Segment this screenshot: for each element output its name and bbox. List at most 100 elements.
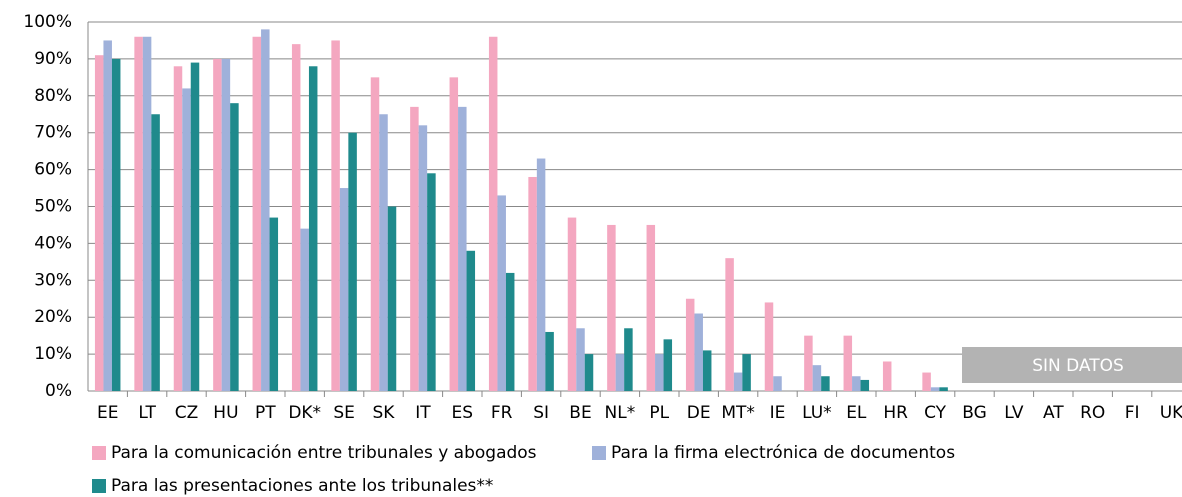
bar [111,58,121,392]
legend-label: Para las presentaciones ante los tribuna… [111,476,493,496]
y-tick-label: 10% [34,344,72,364]
bar [733,372,743,391]
bar [300,228,309,391]
y-tick-label: 90% [34,49,72,69]
x-tick-label: IE [770,403,786,423]
bar [291,44,301,391]
annotation: SIN DATOS [1032,356,1124,376]
x-tick-label: UK [1160,403,1182,423]
bar [331,40,340,391]
x-tick-label: RO [1080,403,1105,423]
bar [852,376,861,391]
legend-swatch [92,479,106,493]
y-tick-label: 60% [34,160,72,180]
x-tick-label: CY [924,403,947,423]
bar [182,88,191,392]
bar [655,354,664,391]
bar [94,55,104,392]
bar [646,224,656,391]
bar [252,36,262,391]
bar [663,339,673,391]
bar [221,58,231,392]
bar [134,36,143,391]
x-tick-label: LT [138,403,156,423]
bar [843,335,853,391]
bar [576,328,585,391]
x-tick-label: FR [491,403,513,423]
x-tick-label: PT [255,403,276,423]
no-data-box [962,347,1182,383]
x-tick-label: PL [649,403,669,423]
bar [410,106,419,392]
bar [528,176,537,391]
x-tick-label: SE [333,403,355,423]
bar [821,376,830,391]
bar [103,40,112,391]
bar [764,302,774,391]
legend-swatch [592,446,606,460]
bar [922,372,931,391]
bar [348,132,357,391]
bar [213,58,222,392]
x-tick-label: DE [687,403,711,423]
bar [882,361,892,391]
bar [173,66,183,391]
bar [545,331,554,391]
bar [269,217,279,391]
x-tick-label: MT* [721,403,755,423]
y-tick-label: 50% [34,197,72,217]
bar [387,206,397,391]
legend-label: Para la firma electrónica de documentos [611,443,955,463]
x-tick-label: HR [883,403,908,423]
x-tick-label: LV [1004,403,1024,423]
bar [804,335,813,391]
bar [230,103,239,392]
bar [860,379,870,391]
x-tick-label: BE [569,403,591,423]
x-tick-label: ES [452,403,474,423]
bar [142,36,152,391]
legend-swatch [92,446,106,460]
bar [702,350,712,391]
bar [505,272,515,391]
x-tick-label: EE [97,403,118,423]
bar [370,77,380,391]
bar [339,188,349,391]
y-tick-label: 30% [34,270,72,290]
x-tick-label: SI [533,403,549,423]
bar [379,114,388,391]
bar [930,387,940,391]
x-tick-label: HU [213,403,238,423]
bar [488,36,498,391]
bar [497,195,506,391]
y-tick-label: 20% [34,307,72,327]
bar [624,328,633,391]
bar [151,114,160,391]
bar [742,354,751,391]
x-tick-label: BG [962,403,987,423]
x-tick-label: AT [1043,403,1064,423]
bar [458,106,467,392]
bar [607,224,616,391]
bar [584,354,594,391]
bar [685,298,695,391]
y-tick-label: 80% [34,86,72,106]
bar [308,66,318,391]
x-tick-label: SK [373,403,396,423]
bar [427,173,436,391]
x-tick-label: CZ [175,403,199,423]
y-tick-label: 0% [45,381,72,401]
bar [725,258,734,391]
legend-label: Para la comunicación entre tribunales y … [111,443,537,463]
bar [773,376,782,391]
bar [466,250,476,391]
bar [449,77,459,391]
y-tick-label: 40% [34,233,72,253]
bar [567,217,577,391]
bar [615,354,625,391]
bar [418,125,428,391]
x-tick-label: IT [415,403,431,423]
y-tick-label: 100% [23,12,72,32]
bar [694,313,703,391]
